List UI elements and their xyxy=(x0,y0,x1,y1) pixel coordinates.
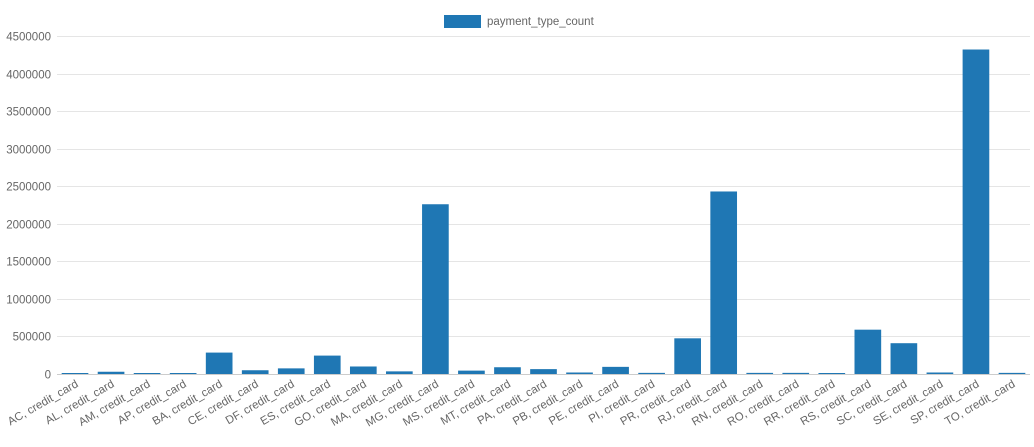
y-tick-label: 1500000 xyxy=(6,257,51,269)
bar[interactable] xyxy=(97,371,125,374)
bar[interactable] xyxy=(854,329,882,374)
bar[interactable] xyxy=(169,373,197,374)
y-tick-label: 4500000 xyxy=(6,32,51,44)
bar[interactable] xyxy=(458,370,485,374)
y-tick-label: 1000000 xyxy=(6,295,51,307)
gridlines xyxy=(57,36,1030,375)
bar[interactable] xyxy=(61,373,89,374)
y-tick-label: 2000000 xyxy=(6,220,51,232)
bar[interactable] xyxy=(313,355,341,374)
bar[interactable] xyxy=(349,366,377,374)
bar[interactable] xyxy=(530,369,557,374)
bar[interactable] xyxy=(638,372,665,374)
y-axis-tick-labels: 0 500000 1000000 1500000 2000000 2500000 30000… xyxy=(6,32,51,382)
y-tick-label: 4000000 xyxy=(6,70,51,82)
bar[interactable] xyxy=(998,372,1026,374)
bar[interactable] xyxy=(494,367,521,374)
bar[interactable] xyxy=(890,343,918,374)
bar[interactable] xyxy=(133,373,161,374)
y-tick-label: 3000000 xyxy=(6,145,51,157)
bar[interactable] xyxy=(241,370,269,374)
y-tick-label: 500000 xyxy=(13,332,51,344)
bar[interactable] xyxy=(962,49,990,375)
bar[interactable] xyxy=(710,191,738,374)
bars xyxy=(61,49,1026,375)
legend-swatch[interactable] xyxy=(444,15,481,28)
bar[interactable] xyxy=(386,371,413,374)
bar[interactable] xyxy=(602,366,629,374)
bar[interactable] xyxy=(277,368,305,374)
bar[interactable] xyxy=(926,372,954,375)
bar[interactable] xyxy=(674,338,701,374)
y-tick-label: 3500000 xyxy=(6,107,51,119)
y-tick-label: 2500000 xyxy=(6,182,51,194)
bar[interactable] xyxy=(422,204,449,374)
legend-label[interactable]: payment_type_count xyxy=(487,16,595,28)
y-tick-label: 0 xyxy=(45,370,51,382)
bar[interactable] xyxy=(205,352,233,374)
bar[interactable] xyxy=(746,372,774,374)
legend[interactable]: payment_type_count xyxy=(444,15,595,28)
bar[interactable] xyxy=(566,372,593,375)
bar[interactable] xyxy=(782,372,810,374)
bar[interactable] xyxy=(818,373,846,374)
